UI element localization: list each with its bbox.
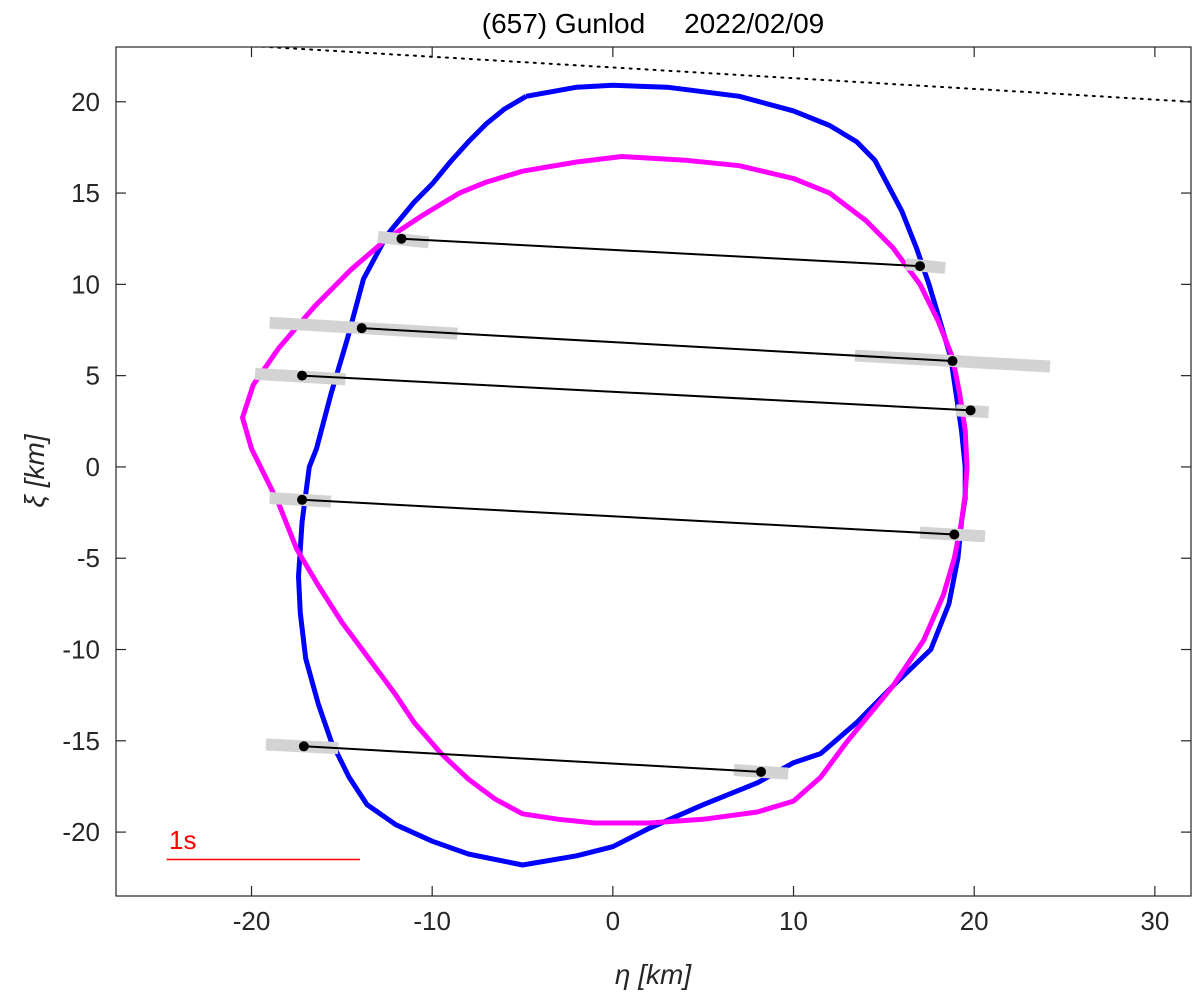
y-tick-label: -10 — [62, 635, 100, 665]
x-tick-label: 10 — [779, 906, 808, 936]
y-tick-label: 10 — [71, 269, 100, 299]
y-axis-label: ξ [km] — [19, 433, 50, 507]
scale-bar-label: 1s — [169, 825, 196, 855]
x-tick-label: -20 — [233, 906, 271, 936]
x-ticks: -20 -10 0 10 20 30 — [233, 47, 1169, 936]
profile-line-2 — [240, 154, 970, 826]
plot-area — [166, 47, 1191, 868]
chord-2-start-point — [356, 323, 367, 334]
y-ticks: -20 -15 -10 -5 0 5 10 15 20 — [62, 87, 1191, 847]
chord-4 — [302, 498, 955, 536]
chord-4-end-point — [949, 529, 960, 540]
chord-2 — [361, 327, 953, 363]
y-tick-label: -20 — [62, 817, 100, 847]
plot-frame — [115, 46, 1192, 897]
chart-title: (657) Gunlod 2022/02/09 — [482, 8, 824, 39]
chord-5-end-point — [756, 766, 766, 777]
chord-1-end-point — [914, 261, 925, 272]
chord-1 — [401, 237, 921, 268]
x-tick-label: 0 — [606, 906, 620, 936]
chord-2-end-point — [947, 356, 958, 367]
y-tick-label: -5 — [77, 543, 100, 573]
chord-error-layer — [254, 230, 1051, 780]
y-tick-label: 20 — [71, 87, 100, 117]
profile-layer — [240, 82, 970, 868]
chord-layer — [297, 233, 976, 777]
y-tick-label: 5 — [86, 361, 100, 391]
x-axis-label: η [km] — [615, 959, 692, 990]
y-tick-label: 0 — [86, 452, 100, 482]
chord-3 — [302, 374, 971, 412]
chord-5-start-point — [298, 741, 309, 752]
x-tick-label: 30 — [1140, 906, 1169, 936]
y-tick-label: 15 — [71, 178, 100, 208]
chord-4-start-point — [297, 494, 308, 505]
y-tick-label: -15 — [62, 726, 100, 756]
x-tick-label: -10 — [413, 906, 451, 936]
x-tick-label: 20 — [960, 906, 989, 936]
profile-line-1 — [296, 82, 968, 868]
chord-3-end-point — [965, 405, 976, 416]
chord-5 — [303, 745, 762, 773]
chord-1-start-point — [396, 233, 407, 244]
chord-3-start-point — [297, 370, 308, 381]
